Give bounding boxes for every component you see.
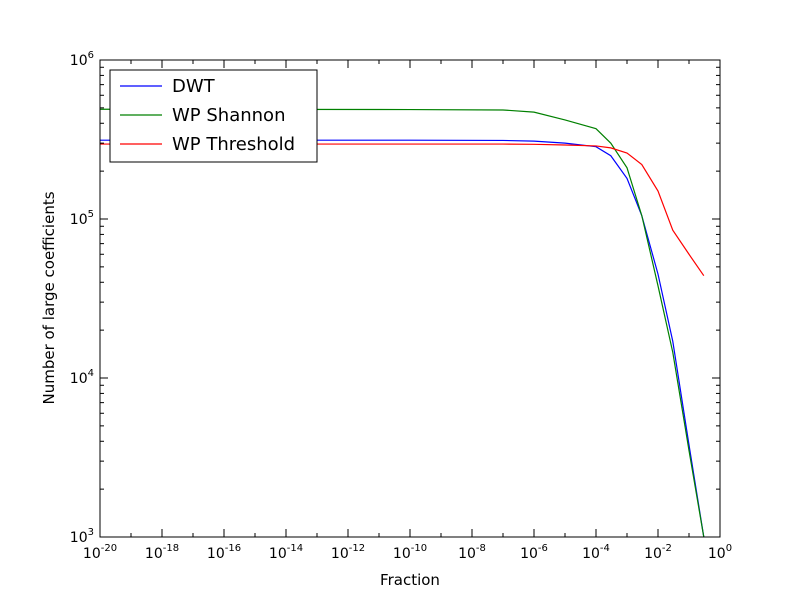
series-line-wp-shannon: [99, 108, 705, 538]
y-tick-label: 104: [70, 368, 94, 387]
x-tick-label: 10-2: [644, 543, 672, 562]
x-tick-label: 10-16: [207, 543, 241, 562]
y-tick-label: 103: [70, 527, 94, 546]
legend-box: [109, 69, 318, 163]
x-tick-label: 10-4: [582, 543, 610, 562]
x-axis-title: Fraction: [380, 571, 440, 589]
tick-layer: [99, 59, 721, 538]
y-axis-title: Number of large coefficients: [40, 191, 58, 404]
legend: DWT WP Shannon WP Threshold: [109, 69, 318, 163]
y-tick-label: 105: [70, 209, 94, 228]
series-layer: [99, 108, 705, 538]
x-tick-label: 10-14: [269, 543, 303, 562]
y-tick-label: 106: [70, 50, 94, 69]
x-tick-label: 100: [708, 543, 732, 562]
x-tick-label: 10-6: [520, 543, 548, 562]
x-tick-label: 10-18: [145, 543, 179, 562]
tick-label-layer: 10-20 10-18 10-16 10-14 10-12 10-10 10-8 10-6 10…: [70, 50, 732, 562]
legend-label-wp-threshold: WP Threshold: [172, 134, 295, 155]
x-tick-label: 10-10: [393, 543, 427, 562]
x-tick-label: 10-20: [83, 543, 117, 562]
series-line-wp-threshold: [100, 143, 705, 277]
x-tick-label: 10-8: [458, 543, 486, 562]
x-tick-label: 10-12: [331, 543, 365, 562]
legend-label-wp-shannon: WP Shannon: [172, 105, 285, 126]
series-line-dwt: [100, 139, 705, 538]
legend-label-dwt: DWT: [172, 76, 216, 97]
